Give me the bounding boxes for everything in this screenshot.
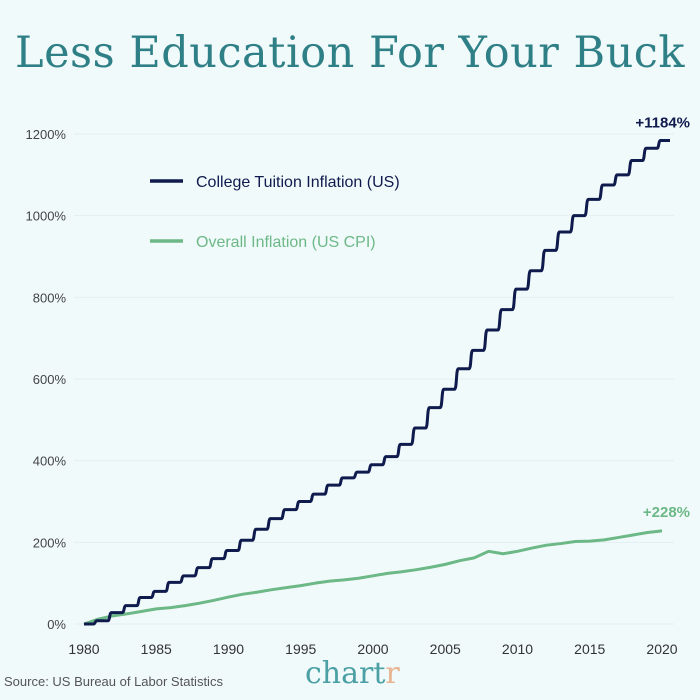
cpi-end-label: +228% bbox=[643, 504, 690, 521]
x-tick-label: 1995 bbox=[285, 641, 316, 657]
x-tick-label: 2000 bbox=[357, 641, 388, 657]
logo-text: chart bbox=[305, 656, 386, 691]
chart-title: Less Education For Your Buck bbox=[15, 28, 685, 78]
y-tick-label: 200% bbox=[33, 535, 67, 550]
x-tick-label: 2020 bbox=[646, 641, 677, 657]
y-tick-label: 600% bbox=[33, 372, 67, 387]
x-tick-label: 2005 bbox=[430, 641, 461, 657]
tuition-end-label: +1184% bbox=[635, 115, 690, 132]
y-tick-label: 0% bbox=[47, 617, 66, 632]
x-tick-label: 1990 bbox=[213, 641, 244, 657]
x-tick-label: 1985 bbox=[141, 641, 172, 657]
legend-label: College Tuition Inflation (US) bbox=[196, 174, 400, 191]
y-tick-label: 1200% bbox=[26, 127, 67, 142]
chartr-logo: chartr bbox=[305, 656, 400, 691]
logo-accent: r bbox=[385, 656, 400, 691]
source-note: Source: US Bureau of Labor Statistics bbox=[4, 674, 223, 689]
tuition-series-line bbox=[84, 139, 670, 626]
y-tick-label: 800% bbox=[33, 290, 67, 305]
y-tick-label: 1000% bbox=[26, 209, 67, 224]
x-tick-label: 2010 bbox=[502, 641, 533, 657]
y-tick-label: 400% bbox=[33, 454, 67, 469]
legend-label: Overall Inflation (US CPI) bbox=[196, 234, 376, 251]
x-tick-label: 2015 bbox=[574, 641, 605, 657]
cpi-series-line bbox=[83, 529, 663, 626]
x-tick-label: 1980 bbox=[68, 641, 99, 657]
